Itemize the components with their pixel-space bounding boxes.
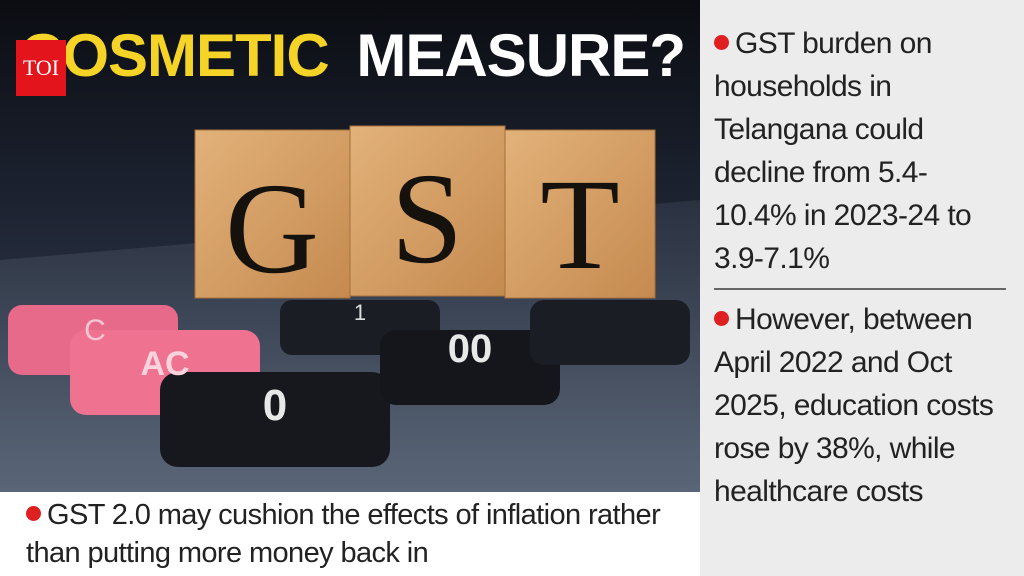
block-letter: G xyxy=(225,157,319,301)
key-label: 00 xyxy=(448,327,493,371)
caption: GST 2.0 may cushion the effects of infla… xyxy=(0,492,700,576)
sidebar-point: However, between April 2022 and Oct 2025… xyxy=(714,298,1006,513)
wood-block xyxy=(504,129,656,299)
wood-block xyxy=(194,129,351,299)
headline: COSMETIC MEASURE? xyxy=(20,22,685,89)
sidebar: GST burden on households in Telangana co… xyxy=(700,0,1024,576)
key-label: 1 xyxy=(354,300,366,325)
key xyxy=(160,372,390,467)
bullet xyxy=(714,311,729,326)
block-letter: S xyxy=(391,147,463,291)
key-label: AC xyxy=(140,345,189,383)
headline-part: MEASURE? xyxy=(356,22,685,89)
wood-block xyxy=(349,125,506,297)
divider xyxy=(714,288,1006,290)
bullet xyxy=(714,35,729,50)
caption-text: GST 2.0 may cushion the effects of infla… xyxy=(26,499,661,569)
bullet xyxy=(26,506,41,521)
point-text: GST burden on households in Telangana co… xyxy=(714,27,972,275)
sidebar-point: GST burden on households in Telangana co… xyxy=(714,22,1006,280)
photo: C AC 0 00 1 G S T COSMETIC MEASURE? xyxy=(0,0,700,492)
headline-part: COSMETIC xyxy=(20,22,329,89)
block-letter: T xyxy=(540,153,619,297)
point-text: However, between April 2022 and Oct 2025… xyxy=(714,303,994,508)
logo: TOI xyxy=(16,40,66,96)
key xyxy=(380,330,560,405)
key-label: 0 xyxy=(263,381,287,430)
key-label: C xyxy=(84,314,106,347)
key xyxy=(530,300,690,365)
